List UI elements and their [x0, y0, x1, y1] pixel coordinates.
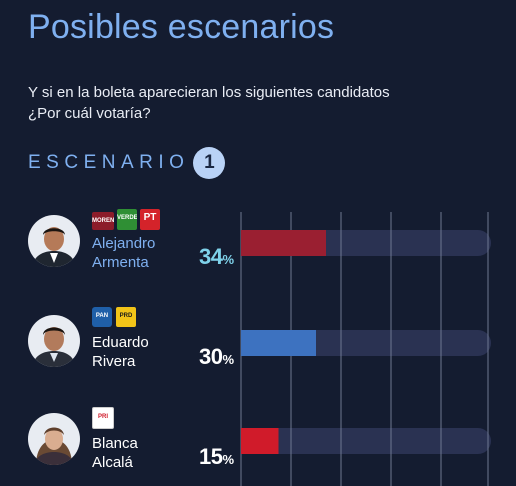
percent-label-alcala: 15% [188, 444, 234, 470]
candidate-last-name: Rivera [92, 353, 136, 370]
candidate-last-name: Alcalá [92, 454, 133, 471]
candidate-name-rivera: Eduardo Rivera [92, 333, 188, 371]
party-logo-verde: VERDE [117, 209, 137, 230]
percent-label-armenta: 34% [188, 244, 234, 270]
bar [241, 230, 326, 256]
candidate-name-armenta: Alejandro Armenta [92, 234, 188, 272]
percent-label-rivera: 30% [188, 344, 234, 370]
party-logo-morena: MORENA [92, 212, 114, 230]
party-logo-pri: PRI [92, 407, 114, 429]
scenario-heading: ESCENARIO 1 [28, 147, 226, 179]
party-logo-pt: PT [140, 209, 160, 230]
candidate-first-name: Alejandro [92, 235, 156, 252]
percent-value: 15 [198, 444, 223, 469]
percent-sign: % [222, 452, 234, 467]
bar [241, 330, 316, 356]
candidate-photo-armenta [28, 215, 80, 267]
candidate-first-name: Blanca [92, 435, 138, 452]
subtitle-line-1: Y si en la boleta aparecieran los siguie… [28, 84, 390, 101]
bar [241, 428, 279, 454]
percent-sign: % [222, 252, 234, 267]
candidate-photo-rivera [28, 315, 80, 367]
candidate-last-name: Armenta [92, 254, 149, 271]
candidate-name-alcala: Blanca Alcalá [92, 434, 188, 472]
percent-value: 30 [198, 344, 223, 369]
percent-sign: % [222, 352, 234, 367]
page-title: Posibles escenarios [28, 8, 335, 46]
page-subtitle: Y si en la boleta aparecieran los siguie… [28, 82, 468, 124]
subtitle-line-2: ¿Por cuál votaría? [28, 105, 151, 122]
scenario-number-badge: 1 [193, 147, 226, 179]
percent-value: 34 [198, 244, 223, 269]
candidate-first-name: Eduardo [92, 334, 149, 351]
party-logo-prd: PRD [116, 307, 136, 327]
scenario-label: ESCENARIO [28, 152, 190, 173]
party-logo-pan: PAN [92, 307, 112, 327]
bar-track [241, 428, 491, 454]
candidate-photo-alcala [28, 413, 80, 465]
